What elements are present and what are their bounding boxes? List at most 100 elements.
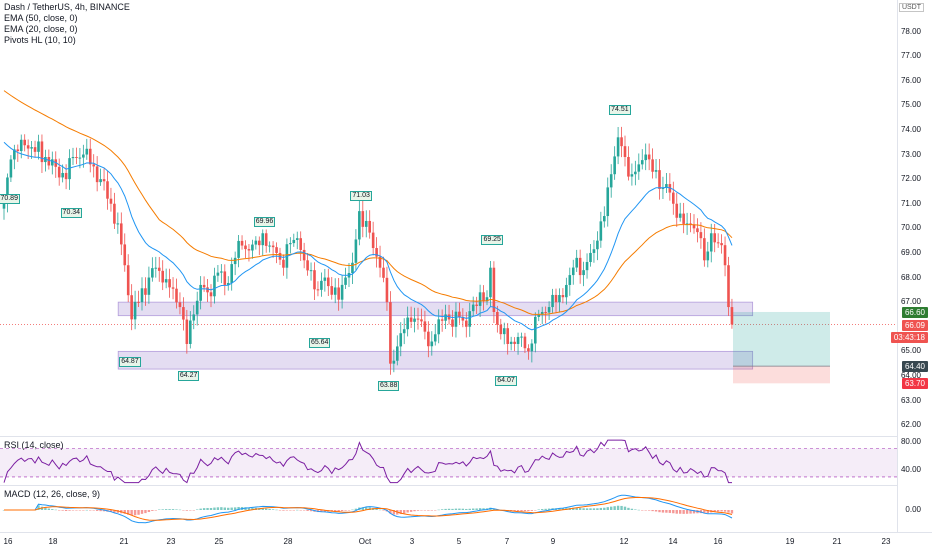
macd-histogram-bar — [247, 507, 251, 510]
macd-histogram-bar — [175, 509, 178, 510]
macd-histogram-bar — [537, 509, 540, 510]
candle-body — [313, 270, 316, 290]
macd-histogram-bar — [392, 510, 396, 515]
macd-histogram-bar — [689, 510, 692, 514]
candle-body — [530, 343, 534, 352]
candle-body — [647, 154, 651, 160]
candle-body — [75, 156, 78, 158]
candle-body — [99, 179, 102, 183]
macd-histogram-bar — [185, 510, 189, 511]
candle-body — [157, 267, 161, 271]
candle-body — [161, 270, 164, 283]
macd-histogram-bar — [265, 508, 268, 510]
support-resistance-zone — [117, 301, 754, 317]
candle-body — [565, 284, 568, 298]
macd-histogram-bar — [133, 510, 137, 516]
macd-signal-line — [4, 497, 733, 521]
pivot-label: 74.51 — [609, 105, 631, 116]
candle-body — [102, 179, 106, 182]
candle-body — [282, 259, 285, 268]
macd-histogram-bar — [723, 510, 727, 512]
macd-histogram-bar — [154, 510, 157, 511]
macd-histogram-bar — [289, 510, 292, 511]
macd-histogram-bar — [340, 510, 344, 512]
macd-histogram-bar — [409, 510, 413, 512]
candle-body — [220, 271, 223, 273]
candle-body — [537, 314, 541, 317]
macd-histogram-bar — [668, 510, 672, 513]
candle-body — [340, 284, 344, 300]
candle-body — [354, 239, 358, 263]
macd-histogram-bar — [647, 510, 651, 511]
candle-body — [85, 148, 89, 155]
macd-histogram-bar — [337, 510, 340, 512]
candle-body — [402, 329, 406, 334]
macd-histogram-bar — [123, 510, 126, 514]
macd-histogram-bar — [651, 510, 654, 512]
candle-body — [420, 319, 423, 322]
macd-histogram-bar — [213, 507, 216, 510]
macd-histogram-bar — [730, 510, 734, 514]
price-tick-label: 78.00 — [900, 26, 921, 36]
macd-histogram-bar — [661, 510, 665, 513]
candle-body — [385, 277, 389, 303]
macd-histogram-bar — [454, 508, 458, 510]
candle-body — [189, 320, 192, 344]
candle-body — [199, 284, 202, 301]
candle-body — [609, 174, 613, 188]
macd-histogram-bar — [399, 510, 402, 515]
price-tick-label: 69.00 — [900, 247, 921, 257]
candle-body — [337, 287, 340, 300]
candle-body — [202, 284, 206, 288]
candle-body — [502, 328, 506, 335]
pivot-label: 64.27 — [177, 371, 200, 382]
candle-body — [171, 287, 175, 289]
macd-histogram-bar — [561, 508, 565, 510]
macd-tick-label: 0.00 — [905, 505, 921, 514]
macd-histogram-bar — [220, 507, 223, 510]
macd-histogram-bar — [365, 507, 368, 510]
rsi-tick-label: 40.00 — [900, 464, 921, 474]
candle-body — [568, 275, 572, 285]
candle-body — [578, 257, 582, 276]
candle-body — [571, 267, 575, 276]
rsi-tick-label: 80.00 — [900, 436, 921, 446]
macd-histogram-bar — [102, 510, 106, 512]
candle-body — [268, 245, 271, 247]
candle-body — [213, 275, 216, 297]
macd-histogram-bar — [406, 510, 409, 513]
price-tick-label: 68.00 — [900, 272, 921, 282]
macd-histogram-bar — [127, 510, 130, 515]
candle-body — [333, 287, 337, 295]
macd-histogram-bar — [171, 509, 175, 510]
candle-body — [51, 159, 54, 166]
candle-body — [699, 232, 703, 239]
candle-body — [316, 289, 320, 291]
macd-histogram-bar — [209, 507, 213, 510]
macd-histogram-bar — [679, 510, 682, 514]
candle-body — [506, 328, 509, 344]
macd-histogram-bar — [54, 509, 57, 511]
time-tick-label: 5 — [456, 537, 462, 546]
macd-histogram-bar — [354, 508, 358, 510]
candle-body — [106, 181, 109, 199]
candle-body — [440, 319, 444, 321]
candle-body — [454, 311, 458, 327]
macd-histogram-bar — [606, 507, 609, 510]
candle-body — [489, 267, 492, 298]
candles — [2, 126, 734, 375]
candle-body — [292, 239, 296, 244]
macd-histogram-bar — [437, 509, 440, 511]
macd-histogram-bar — [472, 508, 475, 510]
candle-body — [164, 279, 168, 283]
price-legend: Dash / TetherUS, 4h, BINANCE EMA (50, cl… — [4, 2, 130, 46]
macd-histogram-bar — [530, 510, 534, 511]
candle-body — [613, 156, 616, 175]
currency-label[interactable]: USDT — [898, 3, 924, 12]
candle-body — [430, 341, 434, 347]
macd-histogram-bar — [610, 506, 613, 510]
candle-body — [19, 139, 23, 152]
candle-body — [630, 174, 634, 177]
macd-histogram-bar — [582, 508, 585, 510]
